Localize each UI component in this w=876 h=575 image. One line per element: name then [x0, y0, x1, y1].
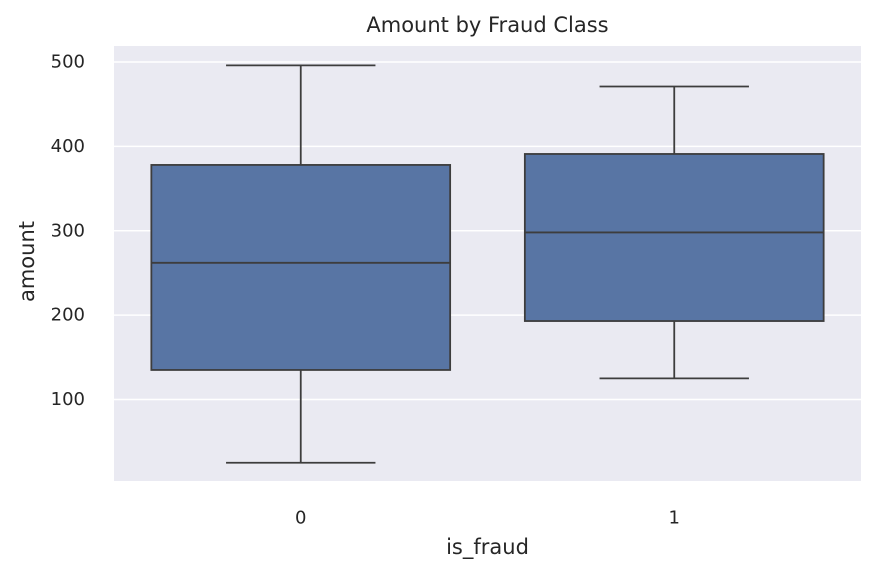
box-group-0: [150, 64, 452, 464]
y-axis-label: amount: [15, 221, 39, 302]
y-tick-label-400: 400: [51, 136, 85, 157]
x-tick-label-1: 1: [669, 508, 680, 529]
y-tick-label-100: 100: [51, 389, 85, 410]
y-tick-label-200: 200: [51, 305, 85, 326]
x-tick-label-0: 0: [295, 508, 306, 529]
box-iqr-1: [523, 153, 825, 322]
y-tick-label-500: 500: [51, 52, 85, 73]
box-group-1: [523, 85, 825, 380]
y-tick-label-300: 300: [51, 220, 85, 241]
axis-ticks: 100 200 300 400 500 0 1: [51, 52, 680, 529]
box-iqr-0: [150, 164, 452, 371]
x-axis-label: is_fraud: [446, 535, 529, 560]
chart-title: Amount by Fraud Class: [366, 13, 608, 37]
box-plots: [150, 64, 825, 464]
